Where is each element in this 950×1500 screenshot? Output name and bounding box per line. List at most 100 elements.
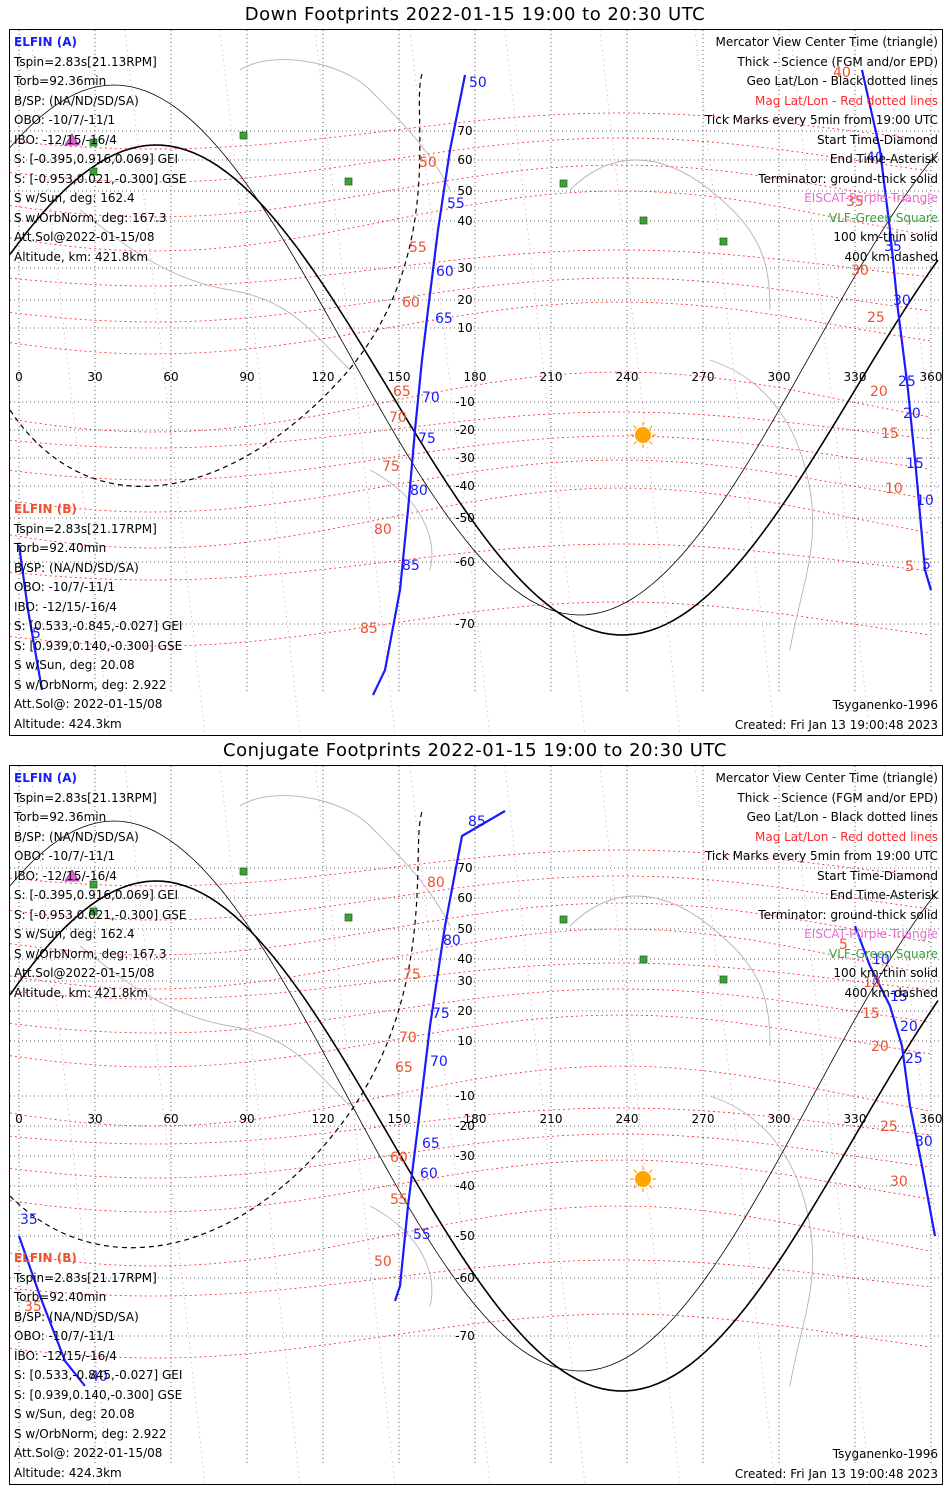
elfin-a-s-gei: S: [-0.395,0.916,0.069] GEI bbox=[14, 888, 179, 902]
legend-start-time: Start Time-Diamond bbox=[816, 868, 938, 883]
sun-icon bbox=[635, 427, 651, 443]
elfin-b-altitude: Altitude: 424.3km bbox=[14, 1465, 122, 1480]
vlf-station-square bbox=[559, 915, 568, 924]
elfin-b-s-gse: S: [0.939,0.140,-0.300] GSE bbox=[14, 1387, 183, 1402]
elfin-a-s-orbnorm: S w/OrbNorm, deg: 167.3 bbox=[14, 946, 167, 961]
longitude-tick-label: 0 bbox=[15, 1112, 23, 1126]
coastline-path bbox=[569, 895, 771, 1047]
sun-ray bbox=[648, 1184, 653, 1189]
track-tick-label: 25 bbox=[898, 374, 916, 390]
track-mlt-label: 70 bbox=[389, 410, 407, 426]
latitude-tick-label: 20 bbox=[457, 293, 472, 307]
longitude-tick-label: 0 bbox=[15, 370, 23, 384]
elfin-a-bsp: B/SP: (NA/ND/SD/SA) bbox=[14, 829, 139, 844]
track-mlt-label: 55 bbox=[390, 1192, 408, 1208]
mag-longitude-line bbox=[599, 766, 681, 1484]
elfin-b-torb: Torb=92.40min bbox=[14, 541, 107, 555]
elfin-b-s-orbnorm: S w/OrbNorm, deg: 2.922 bbox=[14, 677, 167, 692]
track-tick-label: 55 bbox=[413, 1227, 431, 1243]
mag-longitude-line bbox=[124, 766, 206, 1484]
mag-longitude-line bbox=[884, 766, 942, 1282]
down-map-canvas: 0 30 60 90 120 150 180 210 240 270 300 330 360706050… bbox=[10, 30, 942, 735]
vlf-station-square bbox=[344, 913, 353, 922]
track-tick-label: 65 bbox=[435, 311, 453, 327]
sun-ray bbox=[633, 440, 638, 445]
legend-terminator: Terminator: ground-thick solid bbox=[758, 907, 938, 922]
longitude-tick-label: 240 bbox=[616, 1112, 639, 1126]
track-mlt-label: 50 bbox=[419, 155, 437, 171]
latitude-tick-label: 40 bbox=[457, 952, 472, 966]
longitude-tick-label: 360 bbox=[920, 370, 942, 384]
orbit-track-conj_b bbox=[853, 925, 937, 1237]
track-mlt-label: 5 bbox=[839, 937, 848, 953]
mag-latitude-curve bbox=[10, 1313, 931, 1359]
longitude-tick-label: 150 bbox=[388, 1112, 411, 1126]
longitude-tick-label: 30 bbox=[87, 1112, 102, 1126]
longitude-tick-label: 60 bbox=[163, 1112, 178, 1126]
coastline-path bbox=[709, 1095, 814, 1387]
elfin-a-attsol: Att.Sol@2022-01-15/08 bbox=[14, 230, 155, 244]
mag-latitude-curve bbox=[10, 411, 931, 449]
elfin-b-s-gei: S: [0.533,-0.845,-0.027] GEI bbox=[14, 619, 183, 633]
legend-400km: 400 km-dashed bbox=[844, 249, 938, 264]
elfin-b-altitude: Altitude: 424.3km bbox=[14, 716, 122, 731]
mag-latitude-curve bbox=[10, 601, 931, 647]
legend-terminator: Terminator: ground-thick solid bbox=[758, 171, 938, 186]
track-tick-label: 20 bbox=[900, 1019, 918, 1035]
mag-latitude-curve bbox=[10, 875, 931, 921]
sun-ray bbox=[633, 1184, 638, 1189]
track-tick-label: 65 bbox=[422, 1136, 440, 1152]
elfin-b-attsol: Att.Sol@: 2022-01-15/08 bbox=[14, 1446, 163, 1460]
track-tick-label: 25 bbox=[905, 1051, 923, 1067]
mag-latitude-curve bbox=[10, 1133, 931, 1179]
track-mlt-label: 85 bbox=[360, 621, 378, 637]
latitude-tick-label: -70 bbox=[455, 1329, 475, 1343]
sun-ray bbox=[648, 440, 653, 445]
longitude-tick-label: 180 bbox=[464, 1112, 487, 1126]
elfin-a-ibo: IBO: -12/15/-16/4 bbox=[14, 868, 117, 883]
legend-center-time: Mercator View Center Time (triangle) bbox=[715, 771, 938, 785]
latitude-tick-label: 60 bbox=[457, 891, 472, 905]
terminator-100km bbox=[10, 820, 939, 1372]
track-mlt-label: 35 bbox=[24, 1299, 42, 1315]
track-tick-label: 30 bbox=[893, 293, 911, 309]
mag-longitude-line bbox=[219, 30, 301, 735]
latitude-tick-label: 70 bbox=[457, 124, 472, 138]
map-legend: Mercator View Center Time (triangle) Thi… bbox=[705, 33, 938, 267]
track-tick-label: 80 bbox=[443, 933, 461, 949]
track-tick-label: 15 bbox=[906, 456, 924, 472]
latitude-tick-label: -70 bbox=[455, 617, 475, 631]
elfin-a-label: ELFIN (A) bbox=[14, 771, 77, 785]
elfin-a-altitude: Altitude, km: 421.8km bbox=[14, 985, 149, 1000]
legend-vlf: VLF-Green Square bbox=[829, 210, 938, 225]
elfin-a-s-sun: S w/Sun, deg: 162.4 bbox=[14, 191, 135, 205]
elfin-b-torb: Torb=92.40min bbox=[14, 1290, 107, 1304]
latitude-tick-label: -60 bbox=[455, 555, 475, 569]
longitude-tick-label: 300 bbox=[768, 1112, 791, 1126]
track-tick-label: 35 bbox=[884, 239, 902, 255]
track-tick-label: 60 bbox=[436, 264, 454, 280]
track-tick-label: 10 bbox=[872, 952, 890, 968]
coastline-path bbox=[709, 359, 814, 651]
elfin-b-ibo: IBO: -12/15/-16/4 bbox=[14, 599, 117, 614]
track-mlt-label: 60 bbox=[390, 1150, 408, 1166]
elfin-a-s-gse: S: [-0.953,0.021,-0.300] GSE bbox=[14, 171, 187, 186]
latitude-tick-label: 30 bbox=[457, 974, 472, 988]
vlf-station-square bbox=[89, 880, 98, 889]
track-mlt-label: 35 bbox=[846, 194, 864, 210]
legend-end-time: End Time-Asterisk bbox=[829, 888, 938, 902]
elfin-a-torb: Torb=92.36min bbox=[14, 74, 107, 88]
elfin-a-bsp: B/SP: (NA/ND/SD/SA) bbox=[14, 93, 139, 108]
coastline-path bbox=[369, 1205, 433, 1307]
longitude-tick-label: 270 bbox=[692, 370, 715, 384]
mag-latitude-curve bbox=[10, 1014, 931, 1068]
mag-latitude-curve bbox=[10, 459, 931, 513]
legend-science: Thick - Science (FGM and/or EPD) bbox=[737, 54, 938, 69]
latitude-tick-label: -50 bbox=[455, 511, 475, 525]
elfin-a-info: ELFIN (A) Tspin=2.83s[21.13RPM] Torb=92.… bbox=[14, 33, 187, 267]
mag-latitude-curve bbox=[10, 1159, 931, 1213]
orbit-track-conj_a bbox=[393, 810, 506, 1302]
track-mlt-label: 20 bbox=[871, 1039, 889, 1055]
legend-100km: 100 km-thin solid bbox=[833, 966, 938, 980]
track-tick-label: 30 bbox=[915, 1134, 933, 1150]
